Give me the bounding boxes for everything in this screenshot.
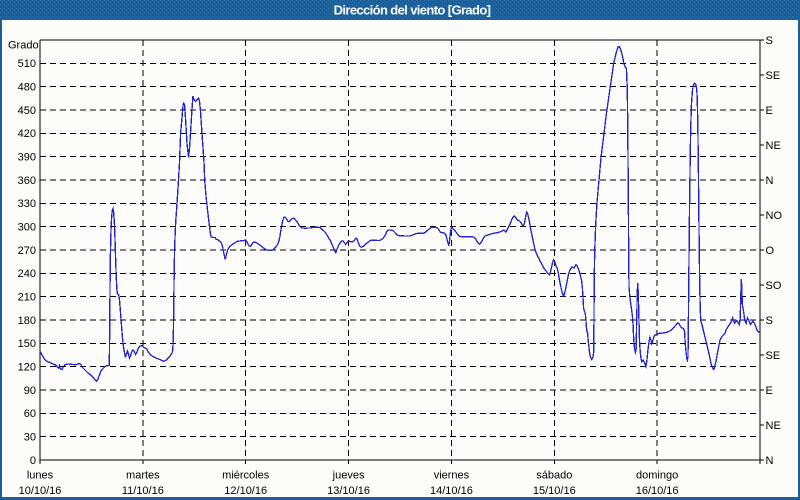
svg-text:jueves: jueves bbox=[332, 470, 365, 482]
svg-text:150: 150 bbox=[18, 338, 36, 350]
svg-text:11/10/16: 11/10/16 bbox=[122, 485, 164, 497]
svg-text:12/10/16: 12/10/16 bbox=[224, 485, 267, 497]
svg-text:330: 330 bbox=[18, 198, 36, 210]
svg-text:10/10/16: 10/10/16 bbox=[19, 485, 62, 497]
svg-text:360: 360 bbox=[18, 175, 36, 187]
svg-text:NE: NE bbox=[766, 420, 781, 432]
svg-text:N: N bbox=[766, 455, 774, 467]
svg-text:NE: NE bbox=[766, 140, 781, 152]
svg-text:martes: martes bbox=[126, 470, 160, 482]
svg-text:SO: SO bbox=[766, 280, 782, 292]
svg-text:E: E bbox=[766, 385, 773, 397]
svg-text:SE: SE bbox=[766, 350, 781, 362]
svg-text:O: O bbox=[766, 245, 775, 257]
svg-text:14/10/16: 14/10/16 bbox=[430, 485, 473, 497]
svg-text:450: 450 bbox=[18, 105, 36, 117]
svg-text:240: 240 bbox=[18, 268, 36, 280]
svg-text:480: 480 bbox=[18, 81, 36, 93]
svg-text:390: 390 bbox=[18, 151, 36, 163]
svg-text:30: 30 bbox=[24, 431, 36, 443]
svg-text:lunes: lunes bbox=[27, 470, 54, 482]
svg-text:60: 60 bbox=[24, 408, 36, 420]
svg-text:viernes: viernes bbox=[434, 470, 470, 482]
svg-text:SE: SE bbox=[766, 70, 781, 82]
svg-text:300: 300 bbox=[18, 221, 36, 233]
svg-text:miércoles: miércoles bbox=[222, 470, 270, 482]
svg-text:domingo: domingo bbox=[636, 470, 678, 482]
svg-text:NO: NO bbox=[766, 210, 783, 222]
svg-text:120: 120 bbox=[18, 361, 36, 373]
svg-text:13/10/16: 13/10/16 bbox=[327, 485, 370, 497]
svg-text:S: S bbox=[766, 315, 773, 327]
svg-text:sábado: sábado bbox=[536, 470, 572, 482]
svg-text:510: 510 bbox=[18, 58, 36, 70]
svg-text:15/10/16: 15/10/16 bbox=[533, 485, 576, 497]
svg-text:420: 420 bbox=[18, 128, 36, 140]
svg-text:270: 270 bbox=[18, 245, 36, 257]
svg-text:16/10/16: 16/10/16 bbox=[636, 485, 679, 497]
svg-text:N: N bbox=[766, 175, 774, 187]
svg-text:Dirección del viento [Grado]: Dirección del viento [Grado] bbox=[334, 3, 491, 18]
svg-text:180: 180 bbox=[18, 315, 36, 327]
svg-text:S: S bbox=[766, 35, 773, 47]
svg-text:E: E bbox=[766, 105, 773, 117]
svg-text:210: 210 bbox=[18, 291, 36, 303]
svg-text:Grado: Grado bbox=[8, 40, 39, 52]
svg-text:90: 90 bbox=[24, 385, 36, 397]
svg-text:0: 0 bbox=[30, 455, 36, 467]
